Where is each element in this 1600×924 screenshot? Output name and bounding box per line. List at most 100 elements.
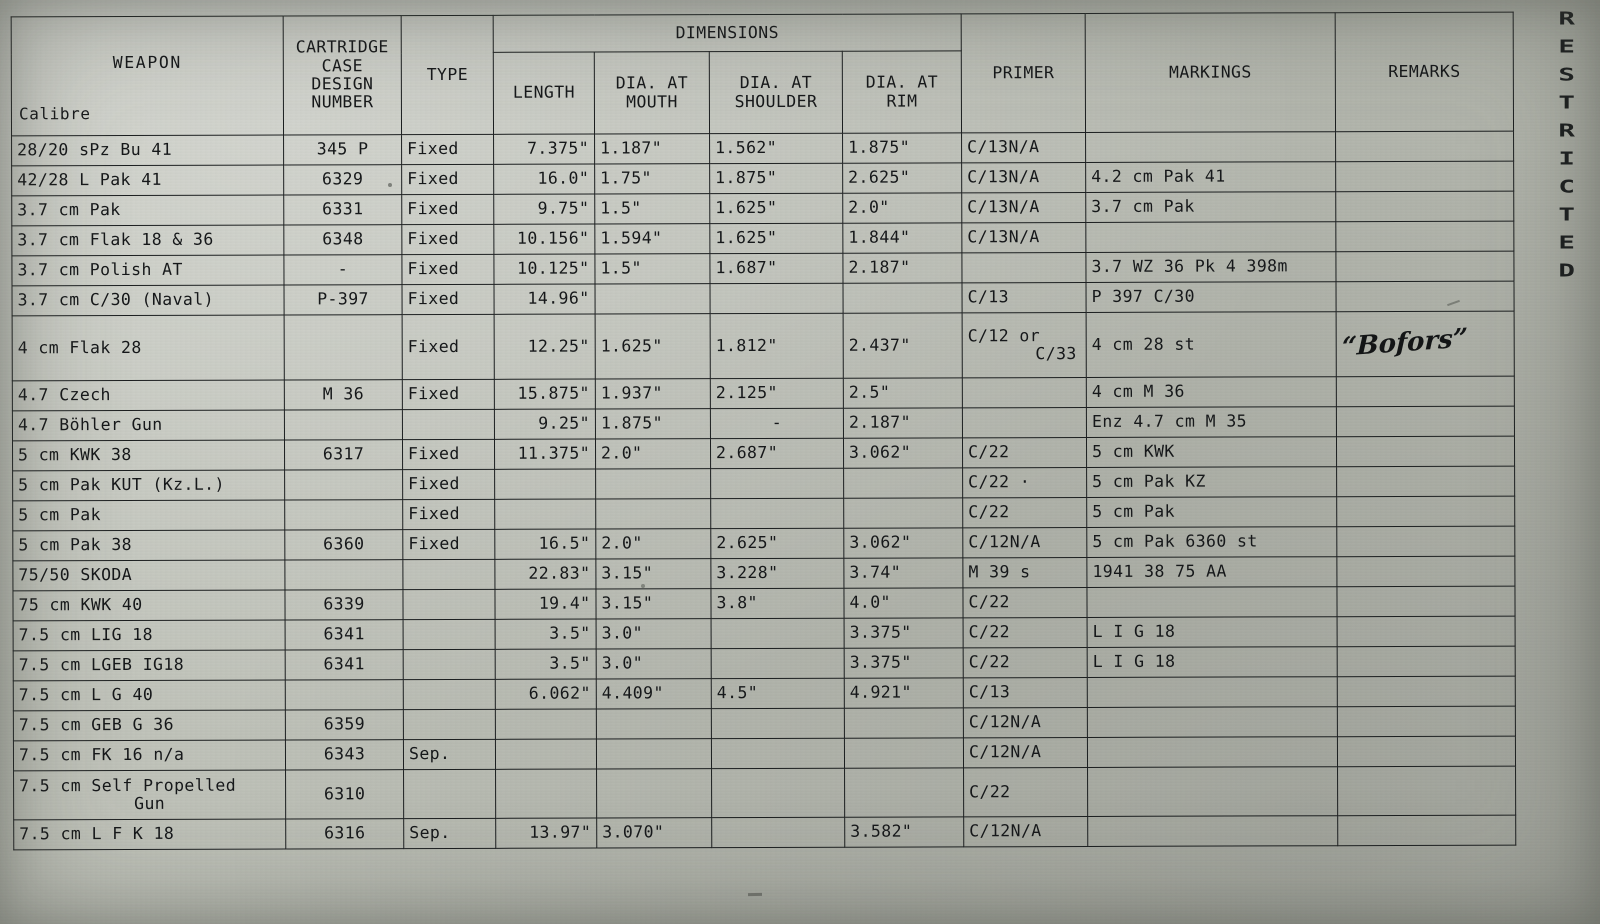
cell-dia-rim: 2.0" xyxy=(842,192,962,224)
cell-case-number xyxy=(285,679,404,711)
cell-dia-rim xyxy=(844,767,964,818)
cell-dia-shoulder xyxy=(711,738,845,769)
table-row[interactable]: 7.5 cm Self Propelled Gun 6310 C/22 xyxy=(13,766,1516,820)
cell-type: Fixed xyxy=(401,164,494,195)
cell-weapon: 75 cm KWK 40 xyxy=(12,590,286,621)
cell-dia-shoulder xyxy=(710,468,844,499)
cell-markings: 3.7 cm Pak xyxy=(1085,191,1336,223)
table-row[interactable]: 4.7 Czech M 36 Fixed 15.875" 1.937" 2.125" 2.5… xyxy=(12,376,1515,411)
cell-dia-shoulder: 2.625" xyxy=(710,528,844,559)
cell-primer: C/22 xyxy=(962,497,1087,528)
cell-primer: C/13 xyxy=(962,282,1087,313)
cell-case-number: 6341 xyxy=(285,619,404,651)
restricted-stamp-letter: S xyxy=(1558,64,1576,86)
cell-primer: C/13 xyxy=(963,677,1088,708)
cell-remarks xyxy=(1336,281,1515,312)
cell-dia-rim: 4.0" xyxy=(843,587,964,619)
cell-case-number: 6310 xyxy=(285,769,404,820)
cell-case-number xyxy=(284,409,403,441)
cell-case-number: 6360 xyxy=(284,529,403,561)
cell-type xyxy=(403,769,496,819)
cell-case-number: 6331 xyxy=(283,194,402,226)
cell-length xyxy=(495,769,597,819)
cell-length: 3.5" xyxy=(495,649,597,680)
cell-dia-shoulder xyxy=(711,817,845,848)
table-row[interactable]: 7.5 cm LIG 18 6341 3.5" 3.0" 3.375" C/22 L I G… xyxy=(13,616,1516,651)
cell-type: Fixed xyxy=(401,254,495,285)
table-row[interactable]: 7.5 cm L F K 18 6316 Sep. 13.97" 3.070" 3.582… xyxy=(13,815,1516,850)
table-row[interactable]: 5 cm Pak KUT (Kz.L.) Fixed C/22 · 5 cm Pak … xyxy=(12,466,1515,501)
cell-markings: 4.2 cm Pak 41 xyxy=(1085,161,1336,193)
header-dia-at-rim: DIA. AT RIM xyxy=(842,50,962,134)
cell-dia-mouth: 3.070" xyxy=(596,817,712,849)
table-row[interactable]: 3.7 cm Pak 6331 Fixed 9.75" 1.5" 1.625" 2.0" C/… xyxy=(11,191,1514,226)
table-row[interactable]: 3.7 cm Flak 18 & 36 6348 Fixed 10.156" 1.594… xyxy=(11,221,1514,256)
cell-weapon: 3.7 cm Flak 18 & 36 xyxy=(11,225,284,256)
cell-dia-mouth xyxy=(596,708,712,740)
cell-markings: 5 cm Pak 6360 st xyxy=(1086,526,1337,558)
cell-dia-mouth xyxy=(596,738,712,770)
cell-weapon: 4.7 Böhler Gun xyxy=(12,410,285,441)
table-row[interactable]: 5 cm KWK 38 6317 Fixed 11.375" 2.0" 2.687" 3.0… xyxy=(12,436,1515,471)
table-header: WEAPON Calibre CARTRIDGE CASE DESIGN NUM… xyxy=(11,12,1514,136)
cell-type xyxy=(403,679,496,710)
table-row[interactable]: 3.7 cm C/30 (Naval) P-397 Fixed 14.96" C/13 P… xyxy=(12,281,1515,316)
cell-type: Sep. xyxy=(403,739,496,770)
cell-type: Fixed xyxy=(402,284,495,315)
table-row[interactable]: 75 cm KWK 40 6339 19.4" 3.15" 3.8" 4.0" C/22 xyxy=(12,586,1516,621)
cell-dia-rim: 3.062" xyxy=(843,527,963,559)
cell-remarks xyxy=(1336,376,1515,407)
table-row[interactable]: 7.5 cm FK 16 n/a 6343 Sep. C/12N/A xyxy=(13,736,1516,771)
cell-weapon: 3.7 cm Pak xyxy=(11,195,284,226)
cell-dia-mouth xyxy=(596,768,712,819)
table-row[interactable]: 4.7 Böhler Gun 9.25" 1.875" -2.187" Enz 4.7 … xyxy=(12,406,1515,441)
cell-length xyxy=(495,739,597,770)
table-row[interactable]: 7.5 cm GEB G 36 6359 C/12N/A xyxy=(13,706,1516,741)
handwritten-annotation: “Bofors” xyxy=(1341,323,1469,364)
cell-dia-mouth: 1.937" xyxy=(595,378,711,410)
table-row[interactable]: 7.5 cm L G 40 6.062" 4.409" 4.5" 4.921" C/13 xyxy=(13,676,1516,711)
cell-dia-mouth: 1.625" xyxy=(595,313,711,380)
cell-length: 9.75" xyxy=(493,194,595,225)
cell-length: 6.062" xyxy=(495,679,597,710)
cell-length xyxy=(495,709,597,740)
cell-dia-rim: 1.875" xyxy=(842,132,962,164)
cell-primer: C/13N/A xyxy=(961,162,1086,193)
cell-markings xyxy=(1087,815,1338,847)
cell-dia-rim xyxy=(843,497,963,529)
restricted-stamp-letter: T xyxy=(1558,204,1576,226)
cell-primer xyxy=(961,252,1087,283)
cell-remarks xyxy=(1335,191,1514,222)
cell-dia-mouth: 1.594" xyxy=(594,223,710,255)
table-row[interactable]: 4 cm Flak 28 Fixed 12.25" 1.625" 1.812" 2.437… xyxy=(12,311,1515,381)
cell-weapon: 7.5 cm L F K 18 xyxy=(13,819,286,850)
cell-remarks xyxy=(1337,706,1516,737)
cell-weapon: 7.5 cm FK 16 n/a xyxy=(13,740,286,771)
table-row[interactable]: 7.5 cm LGEB IG18 6341 3.5" 3.0" 3.375" C/22 L … xyxy=(13,646,1516,681)
restricted-stamp-letter: T xyxy=(1558,92,1576,114)
cell-dia-shoulder xyxy=(711,708,845,739)
cell-length: 10.125" xyxy=(493,254,596,285)
ammunition-data-table: WEAPON Calibre CARTRIDGE CASE DESIGN NUM… xyxy=(11,12,1517,851)
cell-markings: 4 cm 28 st xyxy=(1086,311,1337,378)
table-row[interactable]: 5 cm Pak 38 6360 Fixed 16.5" 2.0" 2.625" 3.062… xyxy=(12,526,1515,561)
cell-case-number: 6339 xyxy=(284,589,404,621)
cell-length: 22.83" xyxy=(494,559,596,590)
cell-length: 14.96" xyxy=(494,284,596,315)
cell-primer xyxy=(962,407,1087,438)
cell-markings: 4 cm M 36 xyxy=(1086,376,1337,408)
table-row[interactable]: 28/20 sPz Bu 41 345 P Fixed 7.375" 1.187" 1.5… xyxy=(11,131,1514,166)
cell-markings xyxy=(1087,766,1338,817)
cell-remarks xyxy=(1336,586,1516,617)
cell-length: 19.4" xyxy=(494,589,597,620)
restricted-stamp-letter: I xyxy=(1558,148,1576,170)
header-remarks: REMARKS xyxy=(1335,12,1514,132)
cell-case-number xyxy=(284,314,403,381)
cell-dia-rim: 2.187" xyxy=(842,252,963,284)
table-row[interactable]: 3.7 cm Polish AT - Fixed 10.125" 1.5" 1.687" 2… xyxy=(11,251,1515,286)
cell-dia-shoulder: 3.8" xyxy=(710,588,845,619)
cell-primer: C/12N/A xyxy=(963,707,1088,738)
table-row[interactable]: 5 cm Pak Fixed C/22 5 cm Pak xyxy=(12,496,1515,531)
table-row[interactable]: 42/28 L Pak 41 6329 Fixed 16.0" 1.75" 1.875" 2… xyxy=(11,161,1514,196)
